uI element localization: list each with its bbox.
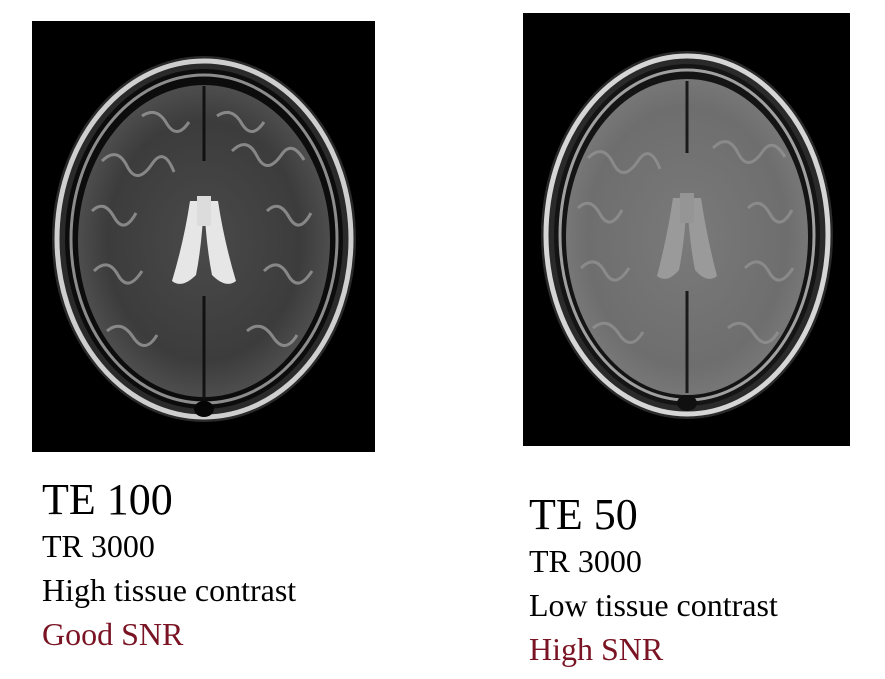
- te-label: TE 50: [529, 490, 638, 539]
- left-caption-group: TE 100 TR 3000 High tissue contrast Good…: [42, 476, 296, 656]
- tr-label: TR 3000: [529, 543, 642, 579]
- mri-image-te50: [523, 13, 850, 446]
- mri-image-te100: [32, 21, 375, 452]
- right-caption-group: TE 50 TR 3000 Low tissue contrast High S…: [529, 491, 778, 671]
- brain-mri-axial-icon: [541, 51, 833, 419]
- snr-label: High SNR: [529, 631, 664, 667]
- snr-label: Good SNR: [42, 616, 184, 652]
- tr-label: TR 3000: [42, 528, 155, 564]
- contrast-label: High tissue contrast: [42, 572, 297, 608]
- te-label: TE 100: [42, 475, 173, 524]
- contrast-label: Low tissue contrast: [529, 587, 778, 623]
- brain-mri-axial-icon: [52, 56, 356, 422]
